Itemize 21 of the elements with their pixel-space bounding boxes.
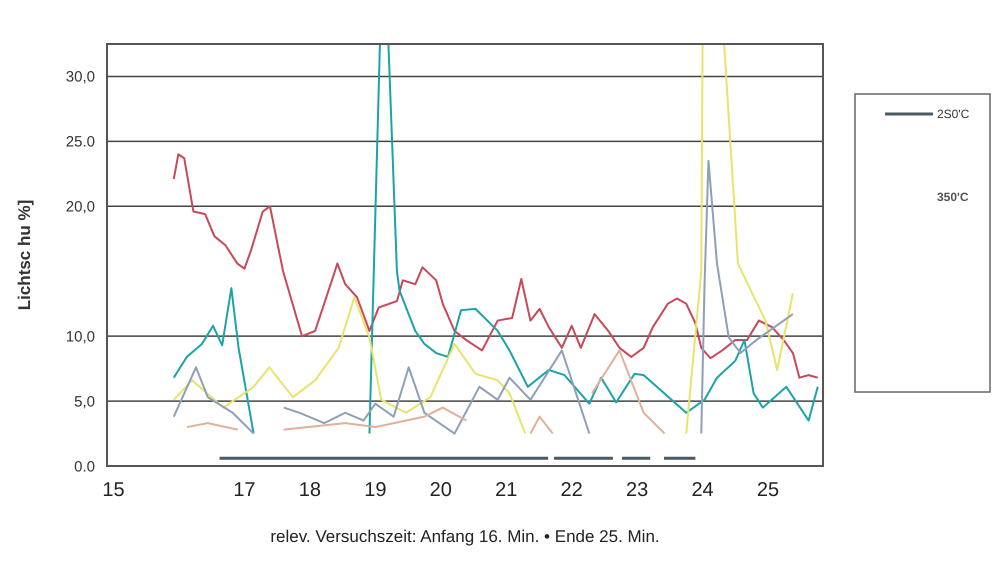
text: 350'C bbox=[937, 190, 969, 204]
x-tick-label: 17 bbox=[233, 479, 256, 501]
legend-label: 2S0'C bbox=[937, 107, 970, 122]
y-tick-label: 10,0 bbox=[66, 328, 95, 346]
y-tick-label: 0.0 bbox=[74, 458, 95, 476]
line-series bbox=[172, 153, 819, 379]
x-tick-label: 22 bbox=[560, 479, 583, 501]
x-tick-label: 21 bbox=[495, 479, 518, 501]
x-axis-title: relev. Versuchszeit: Anfang 16. Min. • Ende 25. Min. bbox=[270, 527, 660, 546]
x-tick-label: 25 bbox=[756, 479, 780, 501]
x-tick-label: 18 bbox=[298, 479, 322, 501]
x-tick-label: 19 bbox=[364, 479, 386, 501]
y-axis-title: Lichtsc hu %] bbox=[15, 200, 34, 310]
x-tick-label: 15 bbox=[102, 479, 125, 501]
x-tick-label: 24 bbox=[691, 479, 714, 501]
y-tick-label: 25.0 bbox=[66, 134, 95, 151]
x-tick-label: 20 bbox=[430, 479, 452, 501]
y-tick-label: 20,0 bbox=[66, 198, 95, 216]
y-tick-label: 5,0 bbox=[74, 393, 95, 410]
x-tick-label: 23 bbox=[626, 479, 648, 501]
y-tick-label: 30,0 bbox=[66, 68, 95, 86]
